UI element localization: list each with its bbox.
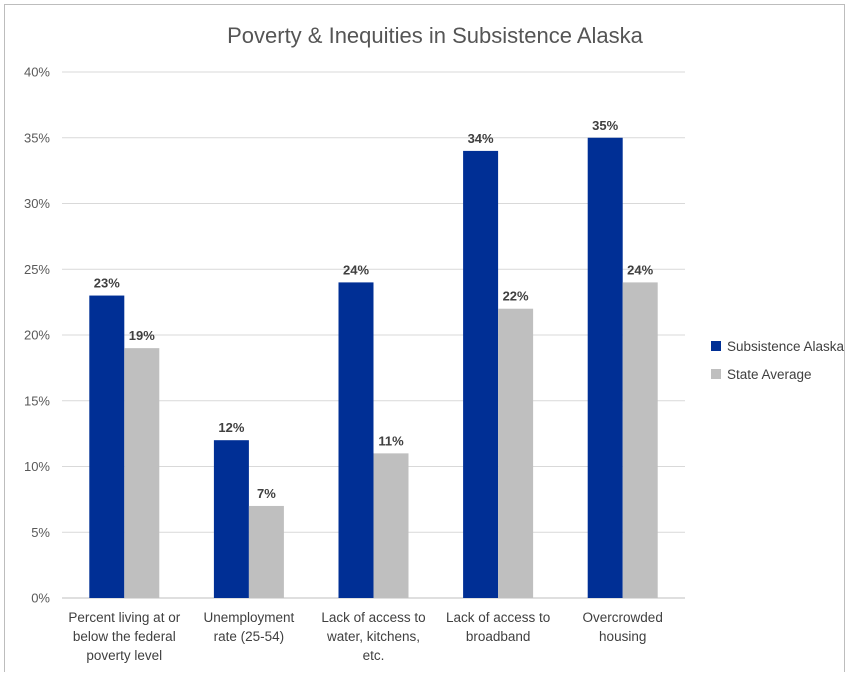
bar-subsistence-alaska bbox=[587, 137, 623, 598]
legend-label: State Average bbox=[727, 367, 812, 382]
legend-label: Subsistence Alaska bbox=[727, 339, 845, 354]
data-label: 34% bbox=[468, 131, 494, 146]
y-tick-label: 0% bbox=[31, 591, 50, 606]
data-label: 7% bbox=[257, 486, 276, 501]
x-category-label: Lack of access to water, kitchens, etc. bbox=[321, 610, 425, 663]
data-label: 24% bbox=[627, 262, 653, 277]
y-tick-label: 15% bbox=[24, 393, 50, 408]
data-label: 24% bbox=[343, 262, 369, 277]
y-tick-label: 35% bbox=[24, 130, 50, 145]
x-category-label: Unemployment rate (25-54) bbox=[204, 610, 295, 644]
legend-swatch bbox=[711, 369, 721, 379]
data-label: 35% bbox=[592, 118, 618, 133]
y-tick-label: 10% bbox=[24, 459, 50, 474]
data-label: 19% bbox=[129, 328, 155, 343]
x-category-label: Lack of access to broadband bbox=[446, 610, 550, 644]
y-tick-label: 40% bbox=[24, 65, 50, 80]
bar-state-average bbox=[498, 308, 534, 598]
data-label: 12% bbox=[218, 420, 244, 435]
x-category-label: Percent living at or below the federal pov… bbox=[68, 610, 180, 663]
bar-subsistence-alaska bbox=[89, 295, 125, 598]
bar-subsistence-alaska bbox=[463, 150, 499, 598]
y-tick-label: 25% bbox=[24, 262, 50, 277]
bar-state-average bbox=[373, 453, 409, 598]
x-category-label: Overcrowded housing bbox=[583, 610, 663, 644]
data-label: 11% bbox=[378, 433, 404, 448]
chart-title: Poverty & Inequities in Subsistence Alas… bbox=[227, 23, 644, 48]
y-tick-label: 30% bbox=[24, 196, 50, 211]
y-tick-label: 20% bbox=[24, 328, 50, 343]
legend-swatch bbox=[711, 341, 721, 351]
bar-subsistence-alaska bbox=[213, 440, 249, 598]
chart-frame bbox=[4, 4, 845, 672]
bar-state-average bbox=[622, 282, 658, 598]
data-label: 22% bbox=[503, 289, 529, 304]
bar-state-average bbox=[248, 505, 284, 598]
bar-state-average bbox=[124, 348, 160, 598]
data-label: 23% bbox=[94, 276, 120, 291]
bar-subsistence-alaska bbox=[338, 282, 374, 598]
y-tick-label: 5% bbox=[31, 525, 50, 540]
